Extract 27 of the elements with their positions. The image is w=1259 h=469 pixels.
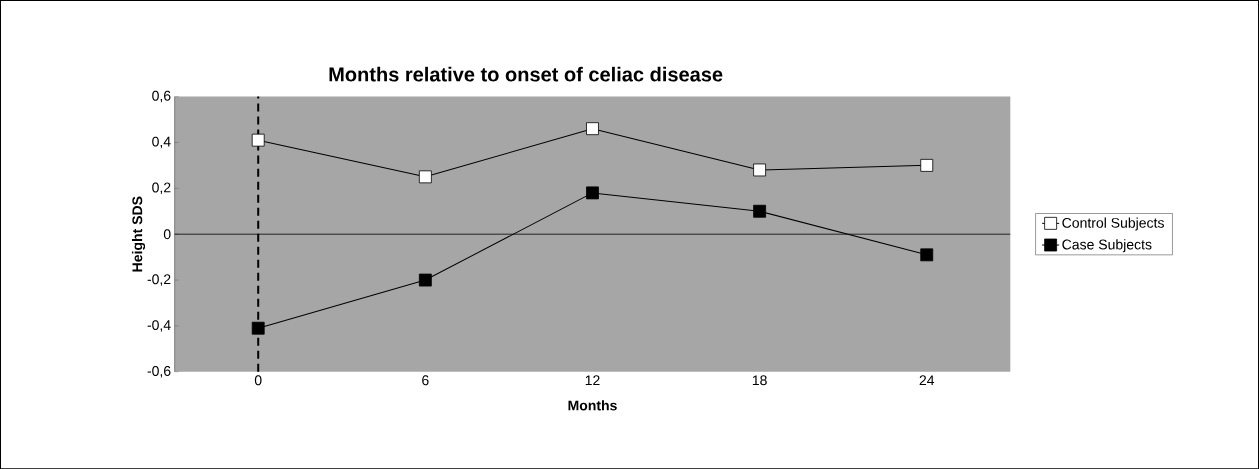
- y-tick-label: 0,4: [152, 136, 171, 149]
- chart-title: Months relative to onset of celiac disease: [329, 66, 723, 82]
- x-tick-label: 6: [422, 375, 429, 386]
- x-tick-label: 24: [919, 375, 935, 385]
- y-tick-label: -0,4: [147, 319, 171, 332]
- point: [753, 163, 767, 177]
- x-axis-title: Months: [568, 399, 617, 411]
- x-tick-label: 0: [254, 375, 262, 386]
- x-tick-label: 12: [585, 375, 600, 385]
- point: [586, 186, 599, 200]
- y-tick-label: -0,6: [147, 365, 171, 378]
- y-tick-label: 0,6: [152, 90, 171, 103]
- point: [418, 170, 432, 184]
- y-tick-label: 0,2: [152, 182, 171, 194]
- y-tick-label: -0,2: [147, 274, 171, 286]
- point: [920, 158, 934, 172]
- point: [418, 273, 432, 287]
- point: [251, 133, 265, 147]
- legend-label: Case Subjects: [1062, 239, 1152, 253]
- point: [920, 248, 934, 262]
- point: [753, 204, 767, 218]
- legend-label: Control Subjects: [1062, 217, 1164, 231]
- y-axis-title: Height SDS: [131, 196, 146, 272]
- point: [586, 122, 599, 135]
- y-tick-label: 0: [163, 229, 171, 239]
- point: [251, 321, 265, 335]
- x-tick-label: 18: [752, 375, 767, 386]
